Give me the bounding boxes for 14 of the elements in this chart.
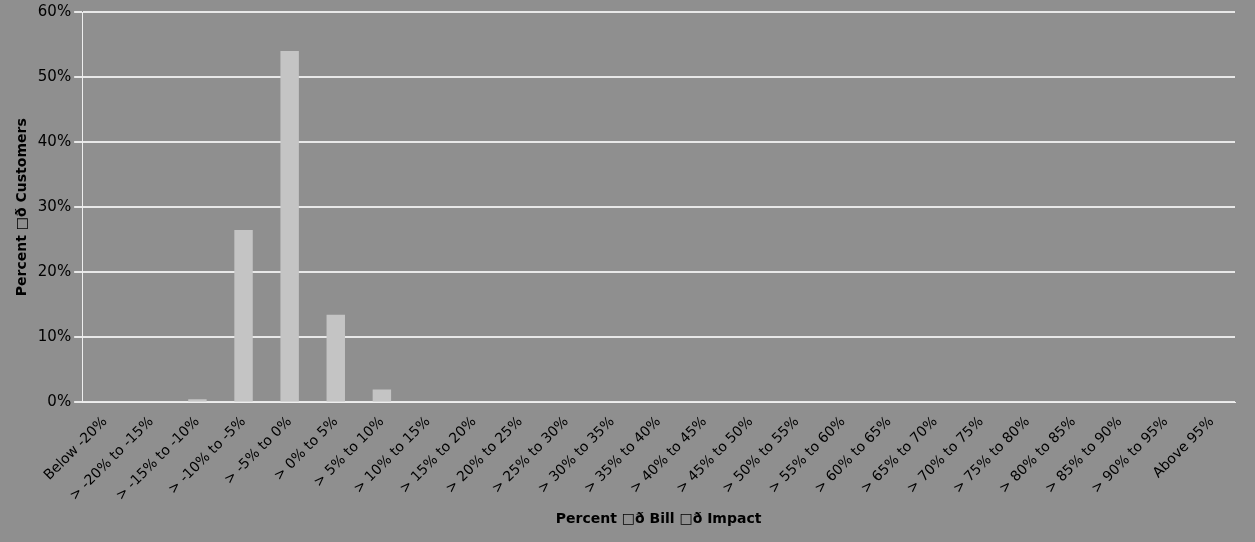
y-tick-label: 20% (37, 262, 72, 281)
bar (280, 51, 299, 402)
y-tick-label: 50% (37, 66, 72, 85)
bar (372, 389, 392, 402)
y-tick-label: 30% (37, 197, 72, 216)
y-axis-title: Percent □ð Customers (13, 118, 30, 297)
bar (326, 314, 345, 402)
bar (188, 399, 207, 402)
x-axis-title: Percent □ð Bill □ð Impact (555, 510, 762, 527)
y-tick-label: 60% (37, 1, 72, 20)
bar (234, 230, 253, 402)
y-tick-label: 40% (37, 132, 72, 151)
y-tick-label: 10% (37, 327, 72, 346)
y-tick-label: 0% (47, 392, 72, 411)
